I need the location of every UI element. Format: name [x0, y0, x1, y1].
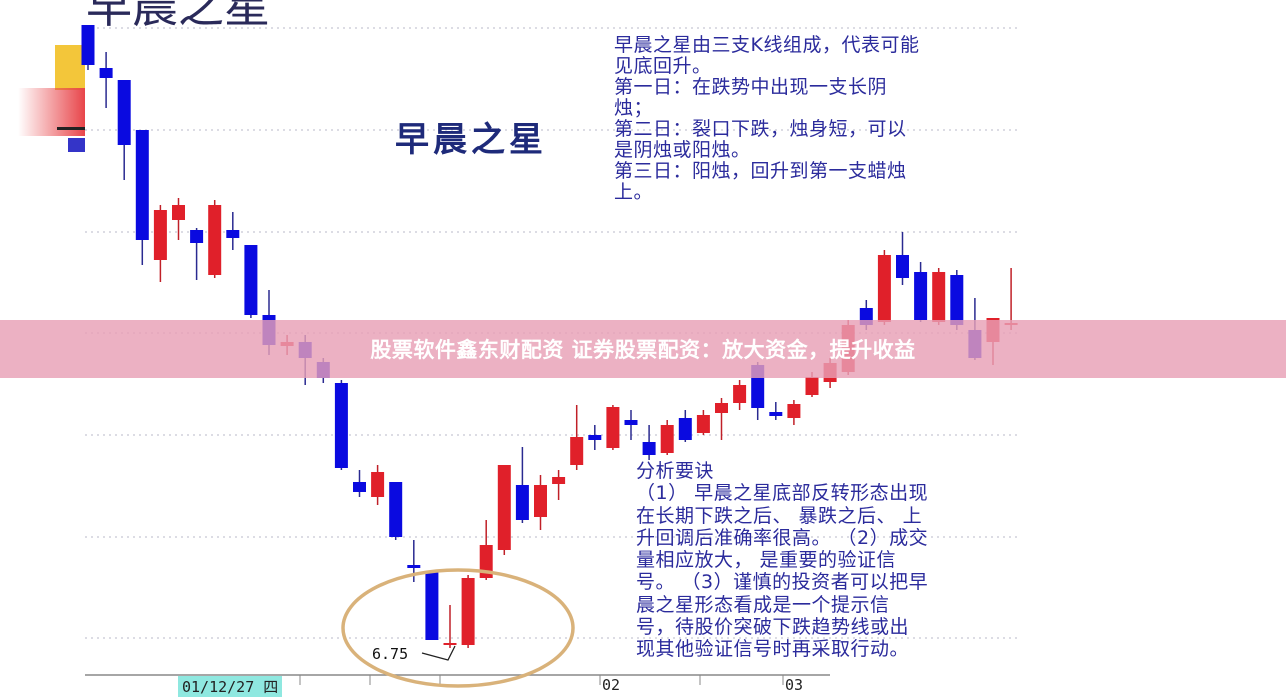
text-line: 分析要诀	[636, 460, 715, 482]
candle-up	[570, 437, 584, 465]
page-title: 早晨之星	[86, 0, 270, 33]
candle-down	[515, 485, 529, 520]
text-line: 在长期下跌之后、 暴跌之后、 上	[636, 504, 923, 527]
candle-up	[715, 403, 728, 413]
text-line: 早晨之星由三支K线组成，代表可能	[614, 34, 920, 56]
banner-text: 股票软件鑫东财配资 证券股票配资：放大资金，提升收益	[370, 338, 916, 362]
analysis-text: 分析要诀 （1） 早晨之星底部反转形态出现 在长期下跌之后、 暴跌之后、 上升回调后…	[636, 460, 928, 661]
candle-down	[407, 565, 421, 568]
x-tick-label: 01/12/27 四	[178, 676, 283, 697]
candle-down	[135, 130, 149, 240]
candle-down	[81, 25, 95, 65]
text-line: 第三日：阳烛，回升到第一支蜡烛	[614, 160, 907, 182]
candle-down	[588, 435, 602, 440]
description-text: 早晨之星由三支K线组成，代表可能 见底回升。 第一日：在跌势中出现一支长阴 烛； 第二日…	[614, 35, 919, 203]
candle-up	[371, 472, 385, 497]
text-line: （1） 早晨之星底部反转形态出现	[636, 482, 929, 505]
candle-up	[497, 465, 511, 550]
text-line: 号，待股价突破下跌趋势线或出	[636, 616, 910, 639]
x-tick-label: 03	[785, 676, 804, 694]
text-line: 升回调后准确率很高。 （2）成交	[636, 526, 929, 549]
candle-down	[117, 80, 131, 145]
candle-down	[353, 482, 366, 492]
candle-down	[896, 255, 909, 278]
candle-up	[660, 425, 674, 453]
candle-down	[624, 420, 638, 425]
candle-down	[244, 245, 258, 315]
low-pointer-line	[421, 645, 456, 661]
candle-up	[606, 407, 620, 448]
candle-down	[99, 68, 113, 78]
candle-up	[877, 255, 891, 322]
candle-down	[226, 230, 240, 238]
candle-down	[950, 275, 964, 325]
candle-down	[642, 442, 656, 455]
candle-down	[334, 383, 348, 468]
text-line: 是阴烛或阳烛。	[614, 139, 751, 161]
watermark-banner: 股票软件鑫东财配资 证券股票配资：放大资金，提升收益	[0, 320, 1286, 378]
blue-square-decoration	[68, 138, 85, 152]
candle-up	[443, 643, 457, 645]
black-bar-decoration	[57, 127, 85, 130]
candle-down	[190, 230, 204, 243]
candle-up	[153, 210, 167, 260]
text-line: 上。	[614, 181, 654, 203]
candle-up	[461, 578, 475, 645]
candle-up	[208, 205, 222, 275]
text-line: 量相应放大， 是重要的验证信	[636, 549, 897, 572]
candle-down	[425, 572, 439, 640]
text-line: 号。 （3）谨慎的投资者可以把早	[636, 571, 929, 594]
candle-down	[914, 272, 928, 320]
candle-up	[696, 415, 710, 433]
text-line: 第二日：裂口下跌，烛身短，可以	[614, 118, 907, 140]
candle-down	[389, 482, 403, 537]
x-tick-label: 02	[602, 676, 621, 694]
text-line: 第一日：在跌势中出现一支长阴	[614, 76, 888, 98]
candle-up	[733, 385, 747, 403]
text-line: 晨之星形态看成是一个提示信	[636, 593, 890, 616]
pattern-label: 早晨之星	[395, 120, 547, 160]
candle-up	[787, 404, 801, 418]
candle-up	[932, 272, 946, 322]
candle-up	[805, 377, 819, 395]
candle-up	[172, 205, 185, 220]
yellow-decoration	[55, 45, 85, 90]
candle-up	[534, 485, 547, 517]
text-line: 现其他验证信号时再采取行动。	[636, 638, 910, 661]
candle-down	[678, 418, 692, 440]
candle-up	[552, 477, 566, 484]
text-line: 烛；	[614, 97, 654, 119]
highlight-circle	[341, 568, 575, 688]
candle-down	[769, 412, 783, 416]
text-line: 见底回升。	[614, 55, 712, 77]
low-price-annotation: 6.75	[372, 645, 409, 663]
